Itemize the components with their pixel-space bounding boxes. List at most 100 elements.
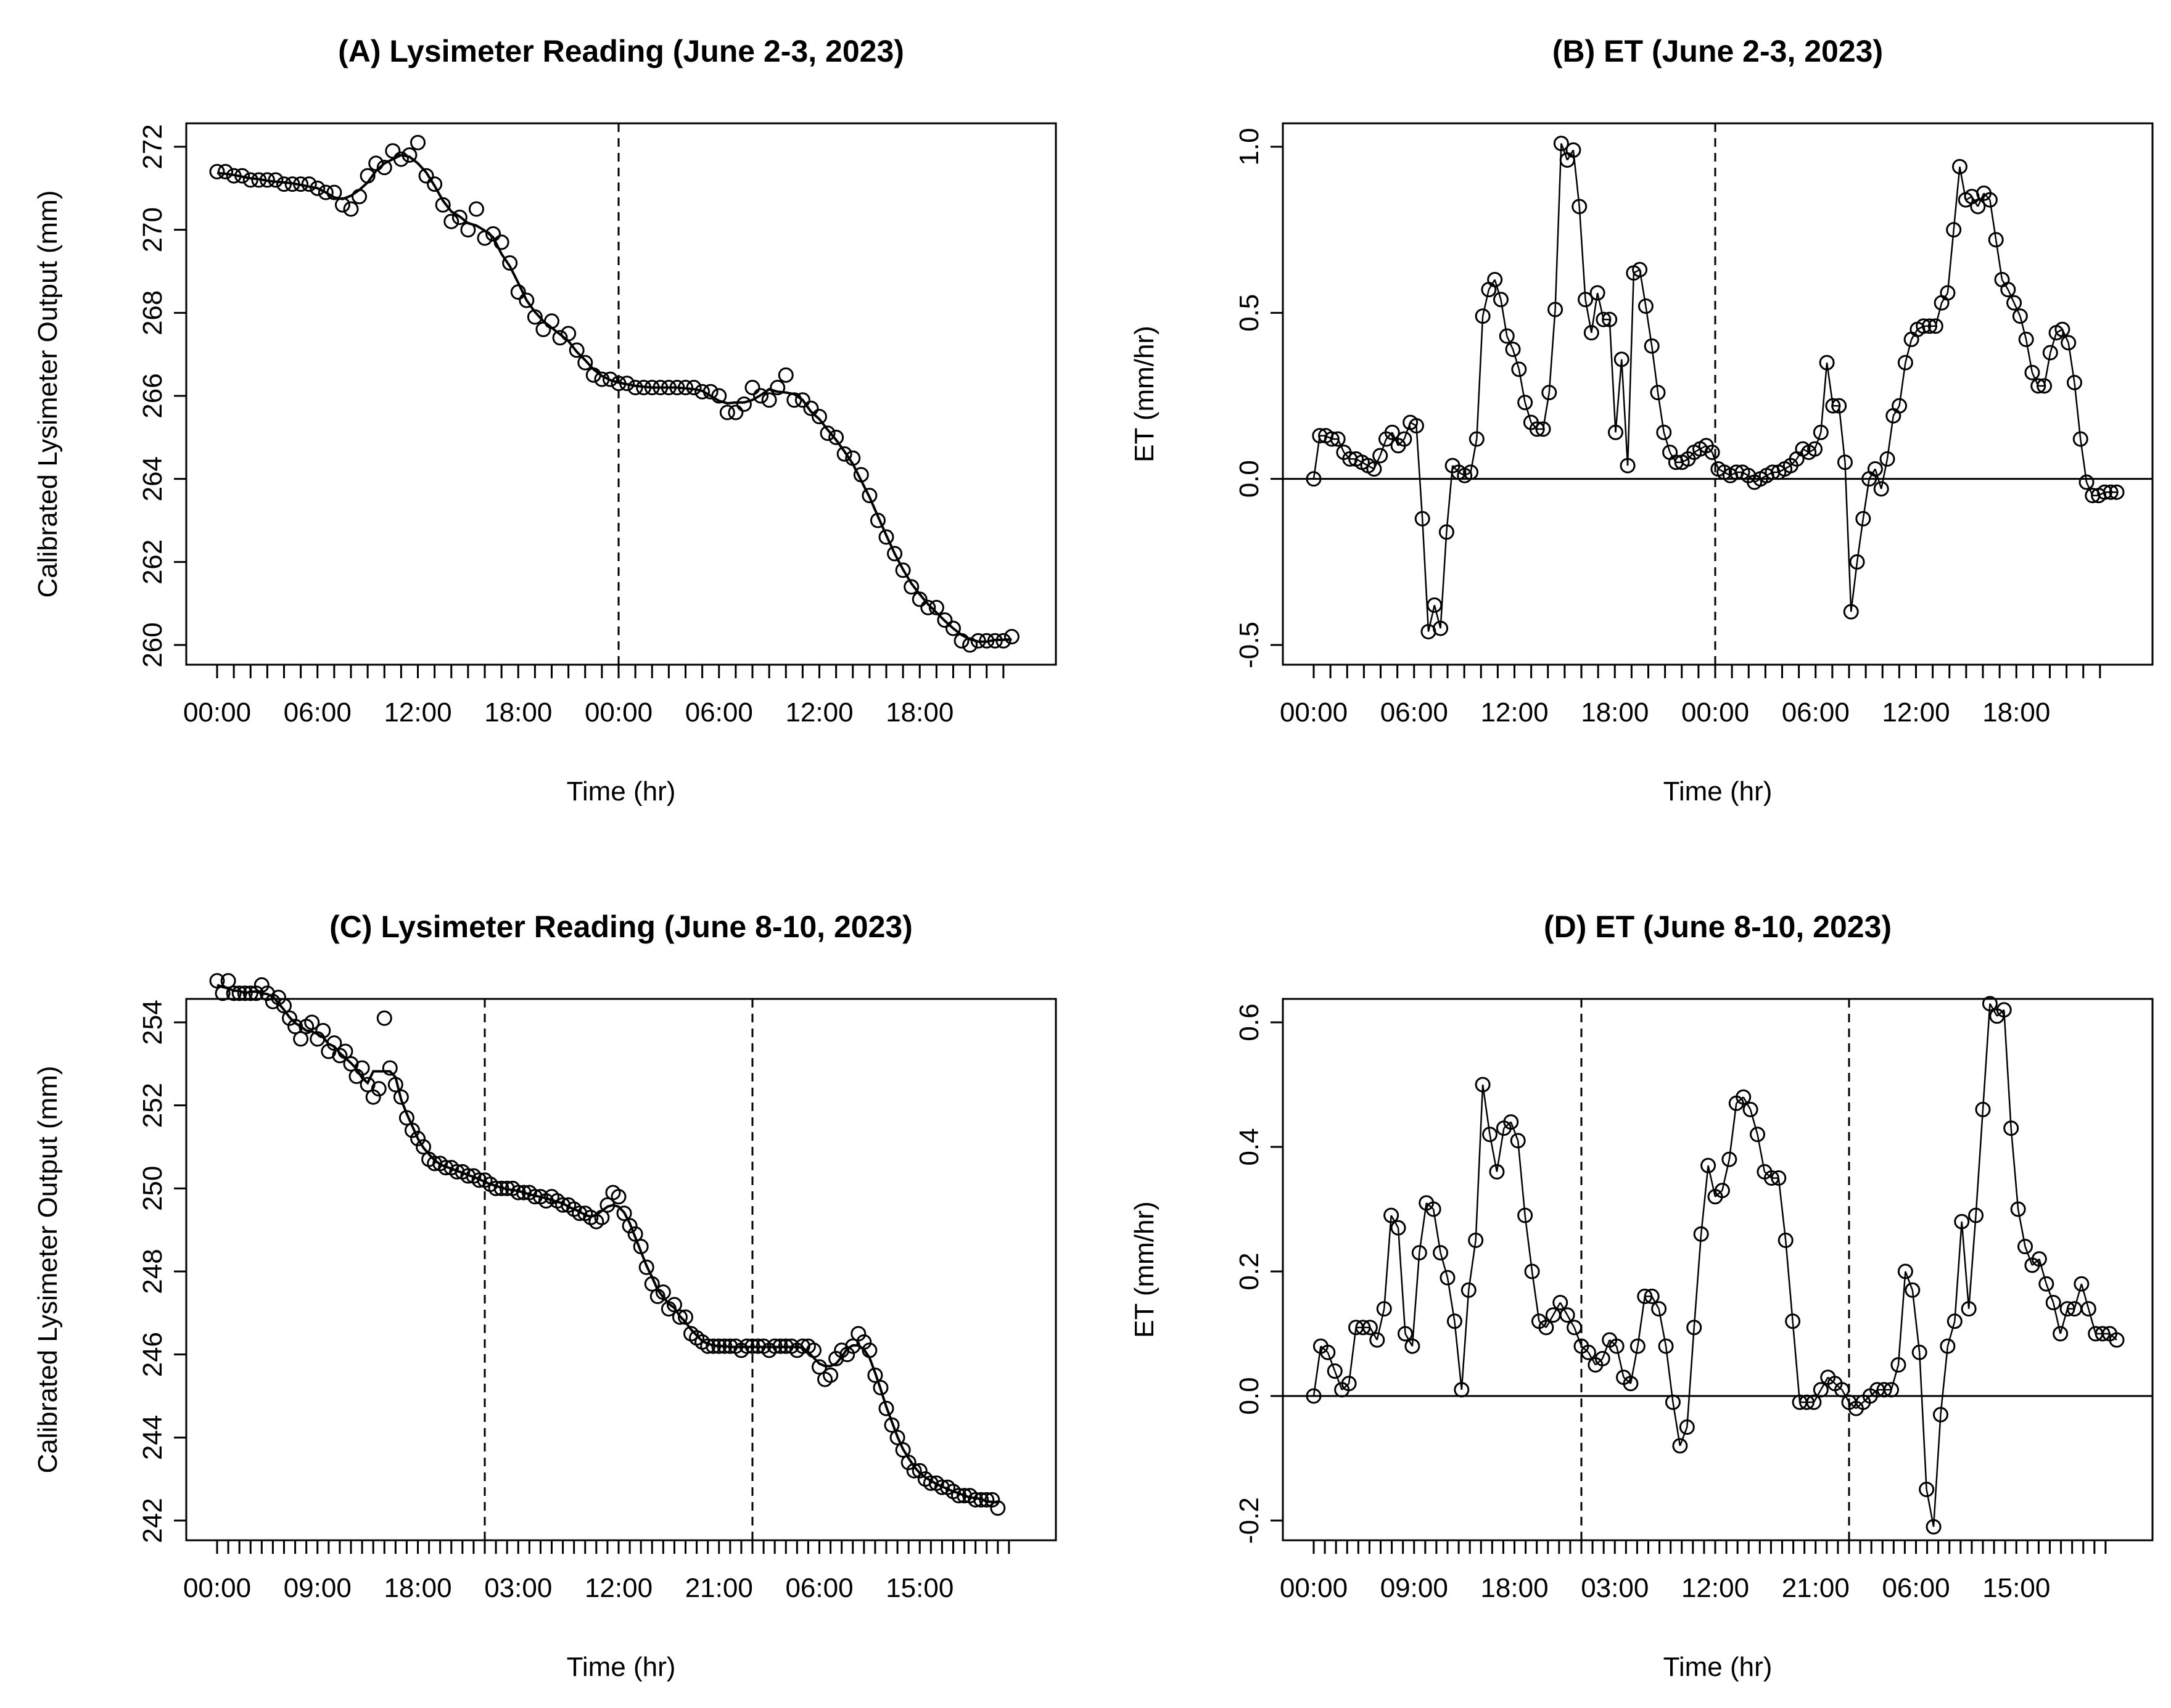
chart-title: (B) ET (June 2-3, 2023) — [1552, 34, 1883, 68]
data-point — [867, 1367, 883, 1383]
series-segment — [1918, 1352, 1927, 1490]
series-segment — [1718, 468, 1725, 473]
data-point — [954, 633, 970, 649]
data-point — [895, 1442, 911, 1458]
data-point — [282, 1010, 298, 1026]
series-segment — [1602, 1339, 1610, 1359]
data-point — [1651, 1301, 1667, 1317]
series-segment — [2056, 329, 2063, 334]
data-point — [1440, 1270, 1456, 1286]
series-segment — [1595, 1358, 1604, 1366]
data-point — [1721, 1151, 1737, 1167]
data-point — [1644, 1288, 1660, 1304]
data-point — [1704, 445, 1720, 461]
data-point — [984, 1492, 1000, 1508]
data-point — [209, 163, 225, 179]
data-point — [1890, 1357, 1906, 1373]
data-point — [393, 1089, 409, 1105]
data-point — [1320, 1344, 1336, 1360]
data-point — [310, 180, 326, 196]
data-point — [678, 380, 693, 396]
y-tick-label: 0.0 — [1234, 1377, 1264, 1414]
y-tick-label: -0.5 — [1234, 622, 1264, 668]
data-point — [237, 985, 253, 1001]
series-segment — [1475, 1084, 1484, 1241]
data-point — [1946, 222, 1962, 238]
data-point — [616, 1205, 632, 1221]
data-point — [744, 380, 760, 396]
data-point — [231, 985, 247, 1001]
data-point — [215, 985, 231, 1001]
y-tick-label: 0.5 — [1234, 294, 1264, 332]
data-point — [1679, 1419, 1695, 1435]
series-segment — [1953, 166, 1961, 230]
series-segment — [1621, 359, 1629, 466]
y-tick-label: 254 — [138, 1000, 168, 1045]
data-point — [990, 1500, 1006, 1516]
series-segment — [1637, 1296, 1646, 1347]
data-point — [1475, 1077, 1491, 1093]
series-segment — [2001, 279, 2009, 290]
x-tick-label: 00:00 — [1681, 697, 1749, 728]
data-point — [1468, 1233, 1484, 1248]
data-point — [218, 163, 234, 179]
panel-c: (C) Lysimeter Reading (June 8-10, 2023) 2… — [33, 909, 1057, 1682]
series-segment — [1711, 452, 1720, 469]
data-point — [293, 176, 309, 192]
series-segment — [1481, 1084, 1491, 1135]
series-segment — [1419, 1202, 1427, 1253]
series-segment — [1383, 1215, 1392, 1309]
data-point — [585, 367, 601, 383]
series-segment — [1946, 1321, 1956, 1347]
series-segment — [1778, 1178, 1787, 1241]
series-segment — [1694, 448, 1701, 453]
y-tick-label: 268 — [138, 290, 168, 335]
series-segment — [1531, 1271, 1540, 1321]
data-point — [460, 222, 476, 238]
data-point — [1742, 1101, 1758, 1117]
data-point — [209, 973, 225, 989]
data-point — [2006, 295, 2022, 311]
y-tick-label: 272 — [138, 124, 168, 169]
data-point — [2042, 345, 2058, 361]
data-point — [736, 396, 752, 412]
data-point — [376, 160, 392, 176]
data-point — [920, 599, 936, 615]
x-tick-label: 00:00 — [1280, 697, 1348, 728]
data-point — [1404, 1338, 1420, 1354]
data-point — [627, 1226, 643, 1242]
data-point — [398, 1110, 414, 1126]
data-point — [1813, 1382, 1829, 1398]
data-point — [661, 380, 677, 396]
data-point — [1970, 199, 1986, 215]
data-point — [1813, 424, 1829, 440]
data-point — [1629, 1338, 1646, 1354]
data-point — [856, 1334, 872, 1350]
data-point — [1511, 361, 1527, 377]
data-point — [1489, 1164, 1505, 1180]
data-point — [1806, 1394, 1822, 1410]
data-point — [1589, 285, 1605, 301]
series-segment — [1581, 1345, 1589, 1353]
data-point — [1884, 1382, 1900, 1398]
y-tick-label: 252 — [138, 1083, 168, 1128]
series-segment — [1440, 1252, 1449, 1278]
data-point — [226, 985, 242, 1001]
data-point — [1499, 328, 1515, 344]
y-tick-label: 270 — [138, 207, 168, 252]
series-segment — [1538, 1320, 1547, 1328]
data-point — [1594, 1350, 1610, 1366]
series-segment — [1596, 292, 1605, 320]
data-point — [485, 226, 501, 242]
data-point — [1369, 1332, 1385, 1348]
data-point — [1623, 1376, 1639, 1392]
x-tick-label: 00:00 — [183, 697, 251, 728]
data-point — [862, 1342, 878, 1358]
data-point — [569, 342, 585, 358]
data-point — [385, 143, 401, 159]
series-segment — [2080, 1283, 2090, 1309]
series-segment — [1410, 421, 1417, 427]
data-point — [352, 189, 368, 205]
data-point — [655, 1284, 671, 1300]
data-point — [979, 633, 995, 649]
